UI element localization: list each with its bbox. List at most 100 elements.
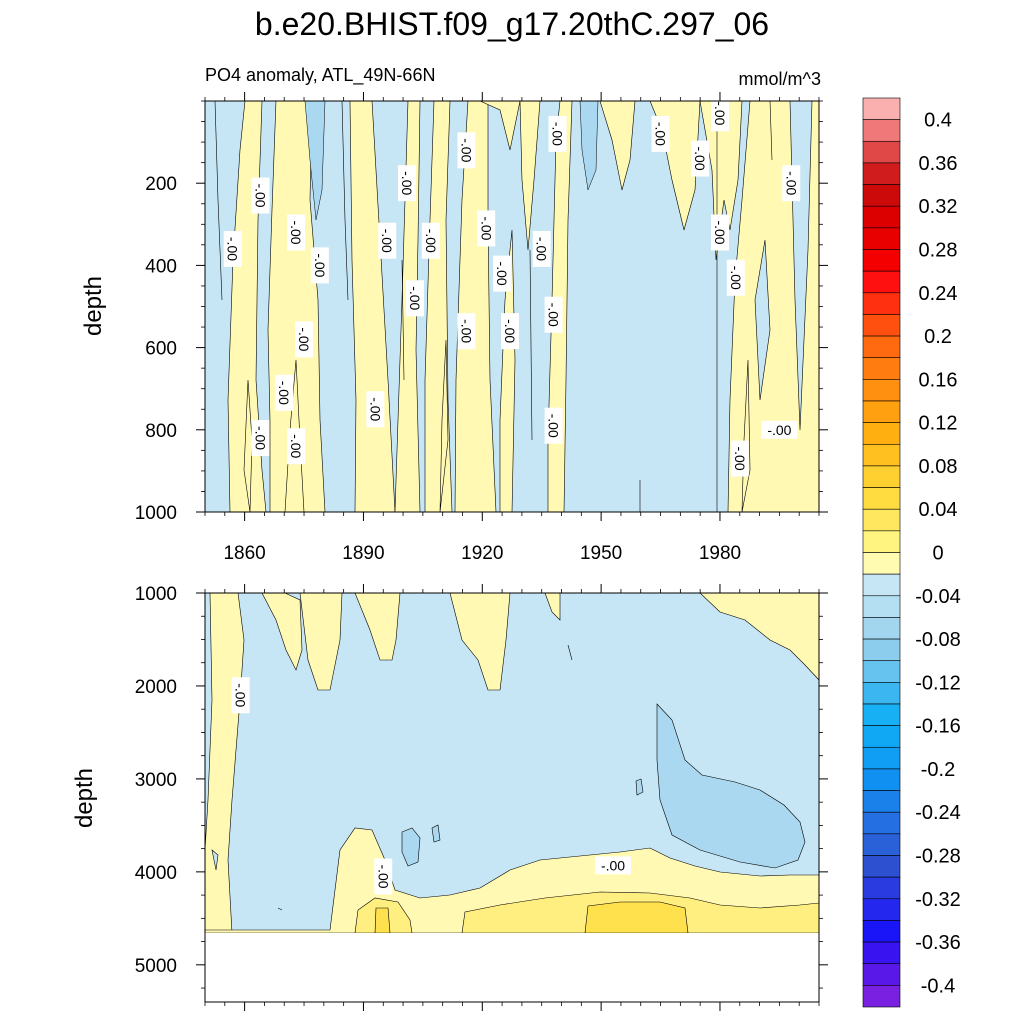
svg-text:-.00: -.00 [767, 422, 791, 438]
svg-text:-.00: -.00 [546, 414, 562, 438]
upper-contour-label: -.00 [544, 407, 563, 444]
colorbar-tick-label: -0.16 [915, 716, 961, 738]
upper-contour-label: -.00 [726, 259, 745, 296]
colorbar-swatch [862, 963, 901, 986]
lower-ytick-label: 1000 [135, 584, 177, 605]
colorbar-swatch [862, 119, 901, 142]
colorbar-tick-label: 0.4 [924, 110, 952, 132]
upper-xtick-label: 1920 [461, 543, 503, 564]
upper-contour-label: -.00 [532, 230, 551, 267]
colorbar-swatch [862, 508, 901, 532]
colorbar-tick-label: 0.2 [924, 326, 952, 348]
colorbar-swatch [862, 617, 901, 640]
upper-contour-label: -.00 [457, 132, 476, 169]
colorbar-swatch [862, 443, 901, 467]
colorbar-swatch [862, 97, 901, 120]
colorbar-swatch [862, 855, 901, 878]
upper-axes: 1860 1890 1920 1950 1980 200 400 600 800 1000 [135, 92, 828, 564]
lower-strong-positive [374, 901, 689, 933]
svg-text:-.00: -.00 [252, 183, 268, 207]
colorbar-swatch [862, 746, 901, 770]
upper-contour-label: -.00 [761, 420, 798, 439]
upper-contour-label: -.00 [251, 420, 270, 457]
upper-contour-label: -.00 [295, 321, 314, 358]
svg-text:-.00: -.00 [423, 229, 439, 253]
svg-text:-.00: -.00 [732, 447, 748, 471]
svg-text:-.00: -.00 [550, 122, 566, 146]
lower-plot-frame [204, 592, 820, 1003]
upper-contour-label: -.00 [251, 177, 270, 214]
upper-contour-label: -.00 [398, 165, 417, 202]
colorbar-swatch [862, 985, 901, 1008]
svg-text:-.00: -.00 [601, 857, 625, 873]
svg-text:-.00: -.00 [288, 434, 304, 458]
colorbar-swatch [862, 790, 901, 813]
svg-text:-.00: -.00 [458, 319, 474, 343]
colorbar-swatch [862, 920, 901, 943]
colorbar-tick-label: 0.12 [919, 413, 958, 435]
svg-text:-.00: -.00 [502, 319, 518, 343]
upper-contour-label: -.00 [287, 214, 306, 251]
colorbar-tick-label: -0.04 [915, 586, 961, 608]
colorbar-swatch [862, 314, 901, 337]
svg-text:-.00: -.00 [252, 426, 268, 450]
colorbar-tick-label: -0.08 [915, 629, 961, 651]
upper-ylabel: depth [80, 276, 107, 336]
svg-text:-.00: -.00 [712, 220, 728, 244]
svg-text:-.00: -.00 [653, 122, 669, 146]
upper-contour-label: -.00 [275, 374, 294, 411]
lower-ytick-label: 5000 [135, 956, 177, 977]
lower-axes: 1000 2000 3000 4000 5000 [135, 584, 828, 1011]
upper-contour-label: -.00 [457, 313, 476, 350]
colorbar-tick-label: -0.28 [915, 846, 961, 868]
svg-text:-.00: -.00 [458, 138, 474, 162]
upper-contour-label: -.00 [493, 255, 512, 292]
colorbar [862, 97, 901, 1008]
colorbar-tick-label: 0.24 [919, 283, 958, 305]
lower-negative-pockets [205, 593, 219, 871]
colorbar-swatch [862, 573, 901, 597]
colorbar-swatch [862, 876, 901, 900]
colorbar-swatch [862, 140, 901, 164]
upper-contour-label: -.00 [287, 428, 306, 465]
colorbar-tick-label: -0.12 [915, 672, 961, 694]
lower-contour-lines [277, 644, 573, 911]
lower-ytick-label: 4000 [135, 863, 177, 884]
svg-text:-.00: -.00 [225, 237, 241, 261]
units-label: mmol/m^3 [738, 69, 821, 89]
colorbar-tick-label: 0 [932, 543, 943, 565]
colorbar-tick-label: 0.36 [919, 153, 958, 175]
colorbar-swatch [862, 270, 901, 294]
svg-text:-.00: -.00 [692, 146, 708, 170]
colorbar-swatch [862, 400, 901, 423]
svg-text:-.00: -.00 [728, 266, 744, 290]
colorbar-swatch [862, 552, 901, 575]
upper-contour-label: -.00 [544, 296, 563, 333]
upper-ytick-label: 200 [145, 174, 177, 195]
colorbar-swatch [862, 725, 901, 748]
lower-contour-label: -.00 [231, 677, 250, 714]
upper-contour-lines [214, 101, 773, 512]
colorbar-swatch [862, 357, 901, 380]
colorbar-swatch [862, 530, 901, 553]
colorbar-swatch [862, 379, 901, 402]
colorbar-tick-label: 0.04 [919, 499, 958, 521]
upper-contour-label: -.00 [501, 313, 520, 350]
upper-contour-label: -.00 [710, 95, 729, 132]
colorbar-swatch [862, 703, 901, 726]
colorbar-swatch [862, 335, 901, 359]
upper-contour-label: -.00 [310, 247, 329, 284]
colorbar-swatch [862, 184, 901, 207]
lower-contour-label: -.00 [374, 858, 393, 895]
svg-text:-.00: -.00 [276, 381, 292, 405]
colorbar-swatch [862, 227, 901, 250]
lower-contour-label: -.00 [595, 856, 632, 875]
colorbar-tick-label: 0.08 [919, 456, 958, 478]
colorbar-swatch [862, 768, 901, 791]
lower-ylabel: depth [71, 768, 98, 828]
upper-contour-label: -.00 [710, 214, 729, 251]
upper-ytick-label: 400 [145, 256, 177, 277]
chart-title: b.e20.BHIST.f09_g17.20thC.297_06 [254, 6, 770, 42]
colorbar-swatch [862, 595, 901, 618]
svg-text:-.00: -.00 [534, 237, 550, 261]
